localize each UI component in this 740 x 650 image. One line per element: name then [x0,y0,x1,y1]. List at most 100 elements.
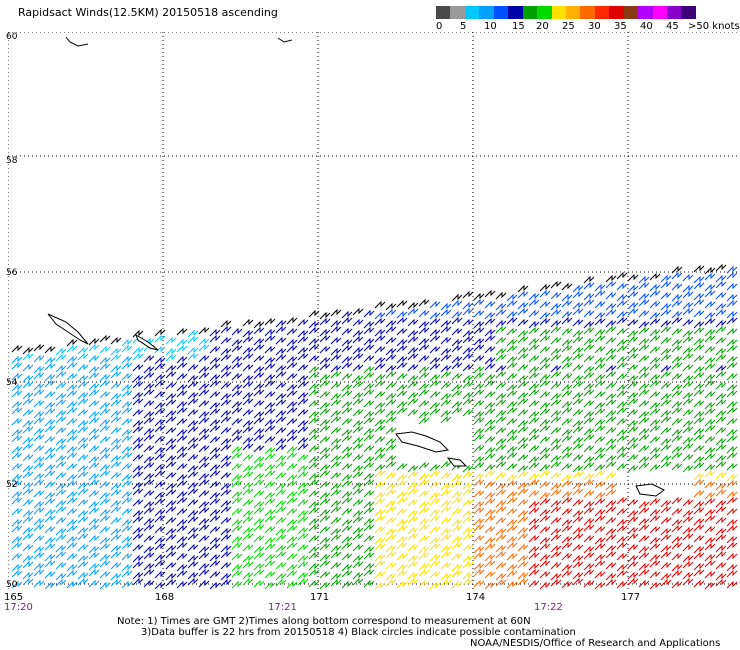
wind-barb [319,559,331,568]
wind-barb [275,415,287,424]
wind-barb [517,352,529,361]
latitude-label: 56 [6,268,18,278]
wind-barb [220,482,232,491]
wind-barb [550,302,562,311]
wind-barb [495,353,507,362]
wind-barb [132,470,144,479]
wind-barb [154,536,166,545]
wind-barb [330,505,342,514]
wind-barb [242,526,254,535]
wind-barb [374,300,386,309]
wind-barb [121,496,133,505]
wind-barb [121,535,133,544]
wind-barb [99,362,111,371]
wind-barb [517,526,529,535]
wind-barb [627,301,639,310]
map-title: Rapidsact Winds(12.5KM) 20150518 ascendi… [18,6,278,19]
wind-barb [693,382,705,391]
wind-barb [231,327,243,336]
wind-barb [176,479,188,488]
wind-barb [396,310,408,319]
wind-barb [671,310,683,319]
wind-barb [143,517,155,526]
wind-barb [627,425,639,434]
wind-barb [528,365,540,374]
wind-barb [176,490,188,499]
wind-barb [143,388,155,397]
wind-barb [649,289,661,298]
wind-barb [44,525,56,534]
wind-barb [99,536,111,545]
wind-barb [627,397,639,406]
wind-barb [88,562,100,571]
wind-barb [209,446,221,455]
wind-barb [462,335,474,344]
wind-barb [198,517,210,526]
wind-barb [198,388,210,397]
wind-barb [110,499,122,508]
wind-barb [132,498,144,507]
wind-barb [671,299,683,308]
wind-barb [495,443,507,452]
wind-barb [330,527,342,536]
wind-barb [132,419,144,428]
wind-barb [550,488,562,497]
wind-barb [484,525,496,534]
wind-barb [363,579,375,588]
wind-barb [671,361,683,370]
wind-barb [572,307,584,316]
wind-barb [33,365,45,374]
wind-barb [528,354,540,363]
wind-barb [341,451,353,460]
wind-barb [649,452,661,461]
wind-barb [671,271,683,280]
wind-barb [473,337,485,346]
wind-barb [297,442,309,451]
wind-barb [33,388,45,397]
wind-barb [264,525,276,534]
wind-barb [352,318,364,327]
wind-barb [253,337,265,346]
wind-barb [517,419,529,428]
wind-barb [154,553,166,562]
wind-barb [451,569,463,578]
colorbar-segment [609,6,624,19]
wind-barb [638,354,650,363]
wind-barb [418,399,430,408]
wind-barb [242,419,254,428]
wind-barb [187,571,199,580]
wind-barb [517,577,529,586]
wind-barb [616,552,628,561]
wind-barb [352,346,364,355]
wind-barb [715,488,727,497]
wind-barb [429,345,441,354]
wind-barb [407,380,419,389]
wind-barb [220,443,232,452]
wind-barb [242,571,254,580]
wind-barb [308,337,320,346]
wind-barb [495,381,507,390]
wind-barb [704,570,716,579]
wind-barb [198,433,210,442]
wind-barb [363,326,375,335]
wind-barb [418,545,430,554]
wind-barb [418,309,430,318]
wind-barb [264,435,276,444]
wind-barb [671,507,683,516]
wind-barb [451,535,463,544]
wind-barb [649,559,661,568]
wind-barb [231,524,243,533]
wind-barb [462,352,474,361]
wind-barb [264,508,276,517]
wind-barb [429,390,441,399]
wind-barb [506,451,518,460]
wind-barb [627,532,639,541]
latitude-label: 58 [6,156,18,166]
wind-barb [363,500,375,509]
wind-barb [308,461,320,470]
wind-barb [319,401,331,410]
wind-barb [627,352,639,361]
wind-barb [528,427,540,436]
wind-barb [682,419,694,428]
wind-barb [209,497,221,506]
